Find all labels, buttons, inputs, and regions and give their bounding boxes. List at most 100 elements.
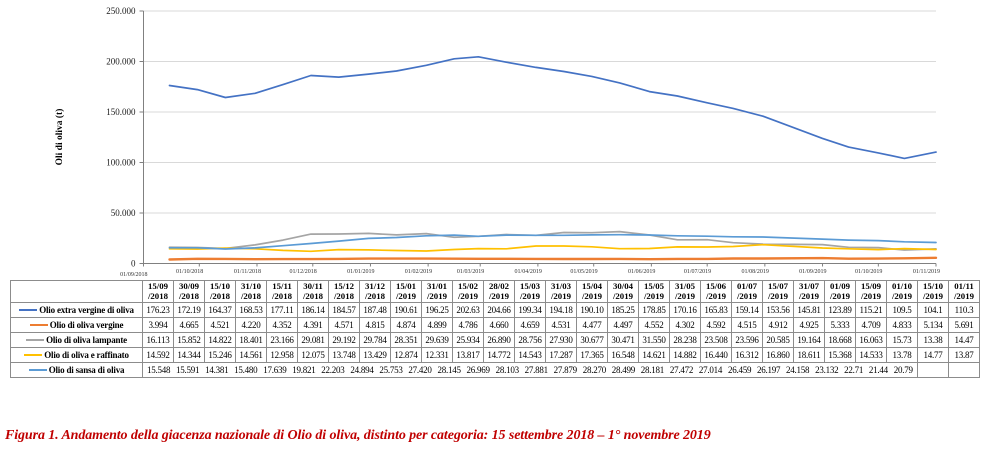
table-cell: 159.14 <box>731 302 763 318</box>
table-cell-value: 21.44 <box>868 365 888 375</box>
table-cell: 177.11 <box>266 302 298 318</box>
table-cell: 14.592 <box>142 347 174 363</box>
data-table: 15/09/2018 30/09/2018 15/10/2018 31/10/2018… <box>10 280 980 378</box>
table-cell: 13.87 <box>948 347 980 363</box>
table-cell: 14.344 <box>173 347 205 363</box>
table-cell-value: 28.145 <box>437 365 461 375</box>
table-header-cell: 15/05/2019 <box>638 280 670 303</box>
table-header-cell: 15/06/2019 <box>700 280 732 303</box>
table-cell: 204.66 <box>483 302 515 318</box>
table-cell: 13.748 <box>328 347 360 363</box>
table-cell: 23.166 <box>266 332 298 348</box>
x-tick-label: 01/04/2019 <box>515 269 542 275</box>
table-cell: 4.659 <box>514 317 546 333</box>
table-cell-value: 26.197 <box>756 365 781 375</box>
table-cell: 4.497 <box>607 317 639 333</box>
table-cell: 123.89 <box>824 302 856 318</box>
table-cell: 27.930 <box>545 332 577 348</box>
table-cell: 14.533 <box>855 347 887 363</box>
table-header-cell: 30/11/2018 <box>297 280 329 303</box>
table-cell: 4.531 <box>545 317 577 333</box>
table-cell: 14.822 <box>204 332 236 348</box>
table-cell: 5.691 <box>948 317 980 333</box>
table-cell: 186.14 <box>297 302 329 318</box>
table-cell: 28.351 <box>390 332 422 348</box>
table-cell: 190.61 <box>390 302 422 318</box>
table-cell: 4.220 <box>235 317 267 333</box>
table-cell: 3.994 <box>142 317 174 333</box>
table-cell: 29.784 <box>359 332 391 348</box>
table-cell: 185.25 <box>607 302 639 318</box>
table-cell: 13.817 <box>452 347 484 363</box>
y-tick-label: 0 <box>131 259 136 269</box>
table-cell: 13.78 <box>886 347 918 363</box>
table-cell: 15.73 <box>886 332 918 348</box>
table-cell-value: 17.639 <box>263 365 287 375</box>
series-row-label: Olio extra vergine di oliva <box>10 302 143 318</box>
table-cell: 16.860 <box>762 347 794 363</box>
table-cell: 176.23 <box>142 302 174 318</box>
series-line-0 <box>168 55 937 160</box>
table-cell: 187.48 <box>359 302 391 318</box>
table-cell-value: 14.381 <box>205 365 229 375</box>
table-cell: 16.113 <box>142 332 174 348</box>
x-tick-label: 01/02/2019 <box>405 269 432 275</box>
table-cell: 23.596 <box>731 332 763 348</box>
chart-canvas: 0 50.000 100.000 150.000 200.000 250.000 01/09… <box>54 6 940 278</box>
x-tick-label: 01/08/2019 <box>742 269 769 275</box>
table-cell: 168.53 <box>235 302 267 318</box>
table-cell-value: 23.132 <box>815 365 839 375</box>
table-header-cell: 31/01/2019 <box>421 280 453 303</box>
table-cell: 202.63 <box>452 302 484 318</box>
figure-caption: Figura 1. Andamento della giacenza nazio… <box>5 428 711 443</box>
y-axis-title: Oli di oliva (t) <box>54 109 65 166</box>
x-tick-label: 01/09/2018 <box>120 272 147 278</box>
table-cell-value: 27.014 <box>698 365 723 375</box>
table-header-cell: 30/09/2018 <box>173 280 205 303</box>
series-name: Olio di oliva vergine <box>49 320 124 330</box>
table-cell-value: 28.181 <box>640 365 665 375</box>
table-cell-value: 27.881 <box>524 365 549 375</box>
table-cell-value: 20.79 <box>893 365 913 375</box>
table-cell: 12.331 <box>421 347 453 363</box>
table-header-cell: 01/09/2019 <box>824 280 856 303</box>
table-cell: 14.882 <box>669 347 701 363</box>
x-tick-label: 01/11/2019 <box>913 269 940 275</box>
table-cell: 104.1 <box>917 302 949 318</box>
table-cell: 4.592 <box>700 317 732 333</box>
table-cell: 12.075 <box>297 347 329 363</box>
table-header-cell: 15/10/2019 <box>917 280 949 303</box>
table-header-cell: 31/10/2018 <box>235 280 267 303</box>
series-row-label: Olio di oliva vergine <box>10 317 143 333</box>
y-tick-label: 200.000 <box>106 57 136 67</box>
table-cell: 4.815 <box>359 317 391 333</box>
table-cell: 4.899 <box>421 317 453 333</box>
series-row-label: Olio di sansa di oliva <box>10 362 143 378</box>
table-cell-value: 15.591 <box>176 365 200 375</box>
table-cell: 16.063 <box>855 332 887 348</box>
table-cell: 15.368 <box>824 347 856 363</box>
table-cell: 14.561 <box>235 347 267 363</box>
table-cell: 14.77 <box>917 347 949 363</box>
x-tick-label: 01/05/2019 <box>570 269 597 275</box>
table-header-cell: 01/07/2019 <box>731 280 763 303</box>
table-cell: 23.508 <box>700 332 732 348</box>
table-cell: 164.37 <box>204 302 236 318</box>
table-cell: 16.312 <box>731 347 763 363</box>
table-header-cell: 15/04/2019 <box>576 280 608 303</box>
table-cell-value: 24.158 <box>786 365 810 375</box>
table-cell-value: 27.420 <box>408 365 432 375</box>
table-cell: 14.772 <box>483 347 515 363</box>
table-row: Olio di oliva vergine 3.994 4.665 4.521 4.22… <box>10 317 980 333</box>
table-cell-value: 24.894 <box>350 365 374 375</box>
table-empty-cell <box>948 362 980 378</box>
table-cell: 153.56 <box>762 302 794 318</box>
x-tick-label: 01/06/2019 <box>628 269 655 275</box>
table-header-row: 15/09/2018 30/09/2018 15/10/2018 31/10/2018… <box>10 280 980 303</box>
legend-line-swatch <box>19 308 38 311</box>
table-cell: 17.365 <box>576 347 608 363</box>
table-cell: 29.192 <box>328 332 360 348</box>
table-cell-value: 19.821 <box>292 365 316 375</box>
table-cell: 170.16 <box>669 302 701 318</box>
x-tick-label: 01/03/2019 <box>457 269 484 275</box>
